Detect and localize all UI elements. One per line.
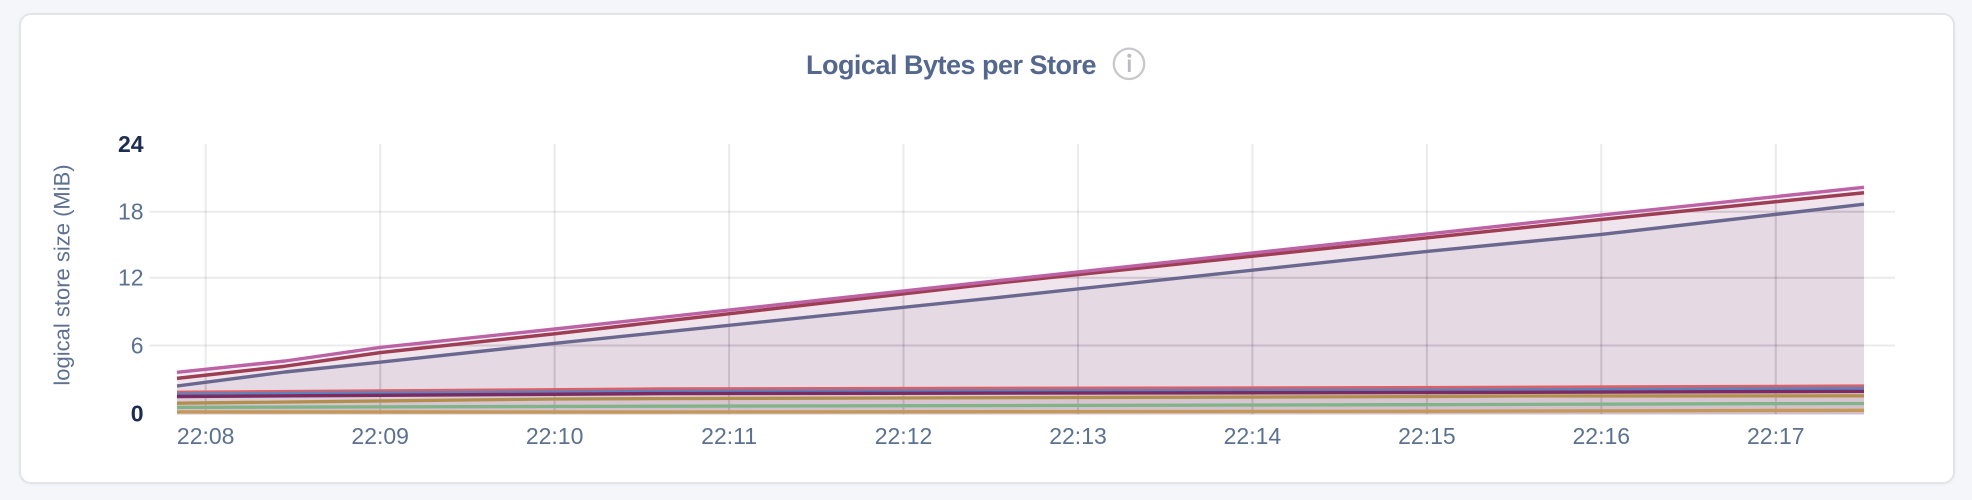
svg-text:logical store size (MiB): logical store size (MiB) bbox=[50, 164, 75, 385]
svg-text:22:15: 22:15 bbox=[1398, 423, 1456, 449]
svg-text:0: 0 bbox=[131, 400, 144, 426]
svg-text:22:10: 22:10 bbox=[526, 423, 584, 449]
svg-text:22:12: 22:12 bbox=[875, 423, 933, 449]
svg-text:6: 6 bbox=[131, 332, 144, 358]
svg-text:22:09: 22:09 bbox=[351, 423, 409, 449]
svg-text:18: 18 bbox=[118, 199, 144, 225]
svg-text:22:16: 22:16 bbox=[1573, 423, 1631, 449]
svg-text:22:17: 22:17 bbox=[1747, 423, 1805, 449]
svg-text:24: 24 bbox=[118, 131, 144, 157]
svg-text:22:13: 22:13 bbox=[1049, 423, 1107, 449]
svg-text:22:11: 22:11 bbox=[701, 423, 757, 449]
svg-text:Logical Bytes per Store: Logical Bytes per Store bbox=[806, 50, 1097, 80]
svg-text:22:14: 22:14 bbox=[1224, 423, 1282, 449]
svg-text:22:08: 22:08 bbox=[177, 423, 235, 449]
svg-text:12: 12 bbox=[118, 265, 144, 291]
